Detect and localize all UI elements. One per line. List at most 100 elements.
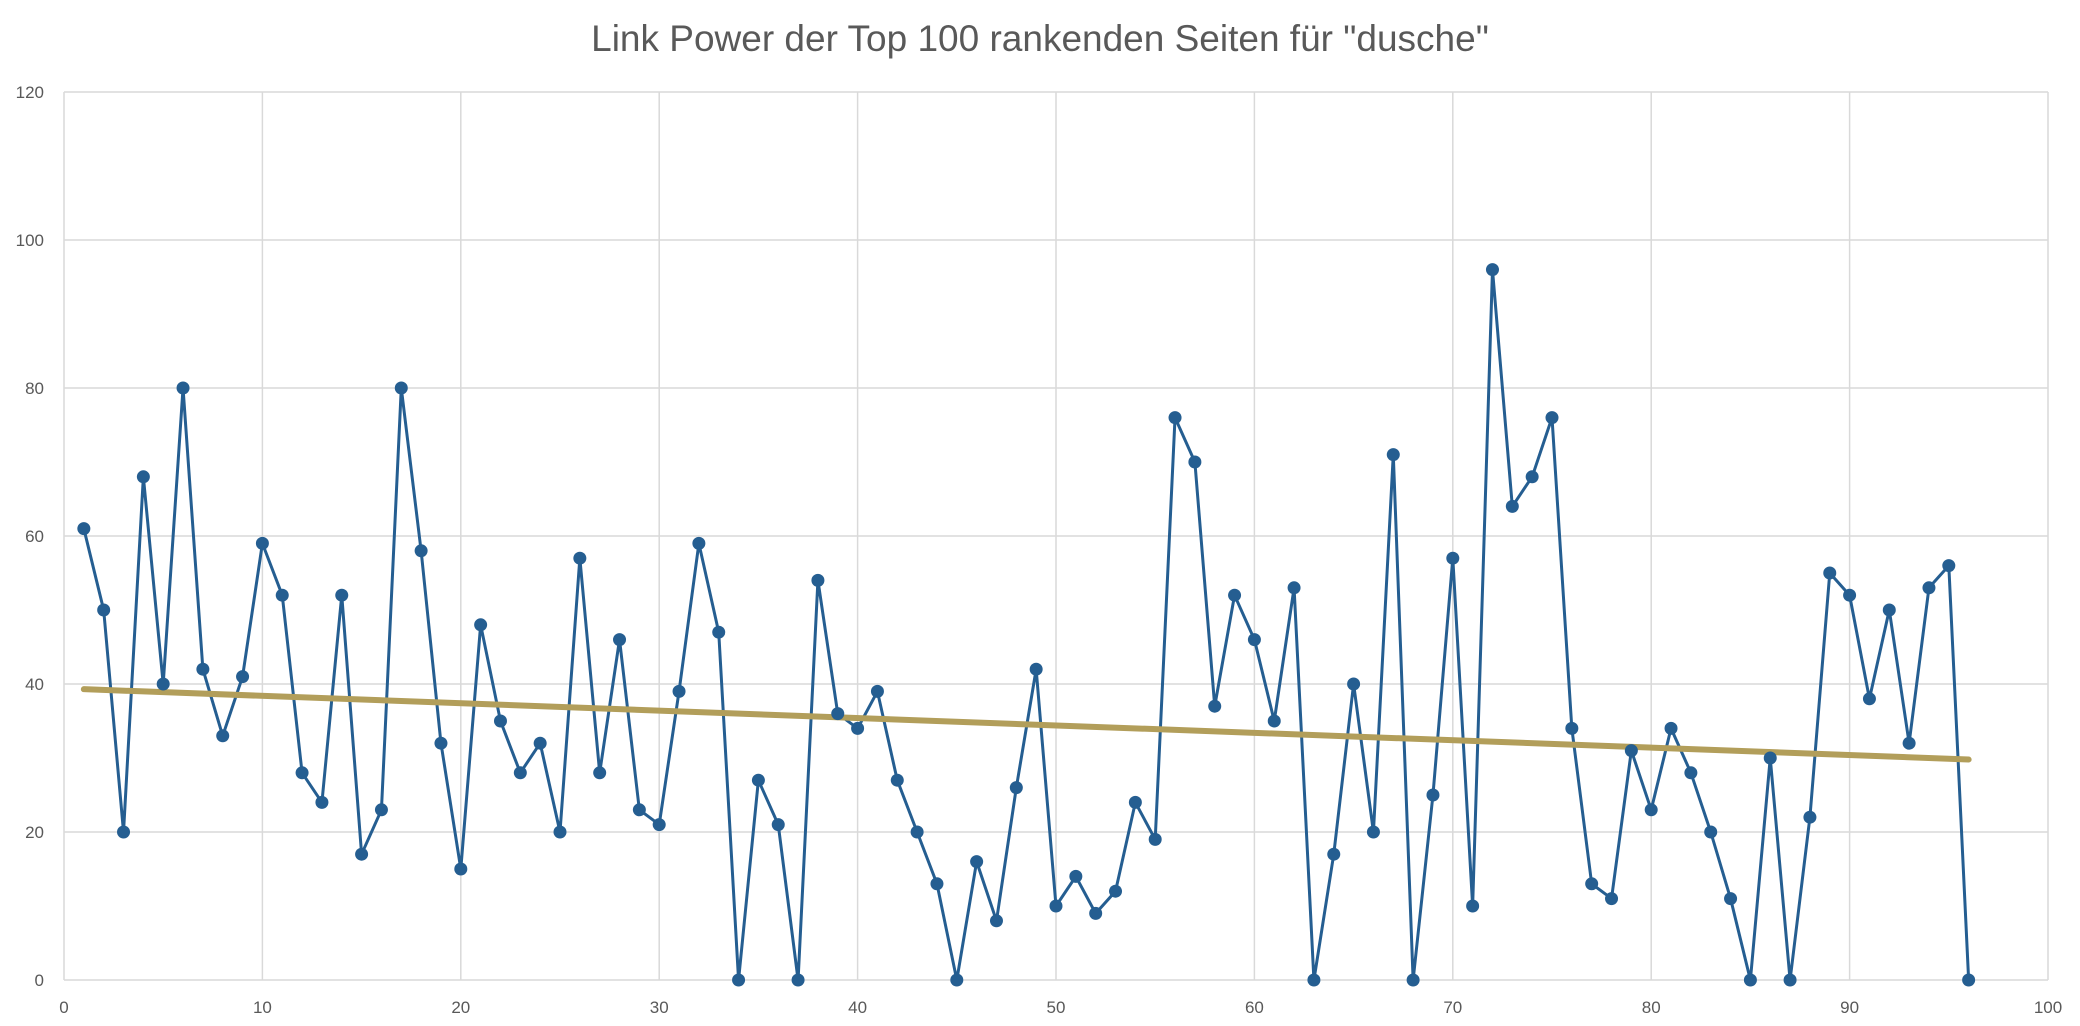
data-point [1426,788,1440,802]
data-point [652,818,666,832]
data-point [1664,721,1678,735]
data-point [771,818,785,832]
data-point [136,470,150,484]
data-point [117,825,131,839]
data-point [295,766,309,780]
data-point [1882,603,1896,617]
y-tick-label: 100 [16,231,44,250]
x-tick-label: 90 [1840,998,1859,1017]
data-point [1089,906,1103,920]
data-point [335,588,349,602]
data-point [970,855,984,869]
data-point [732,973,746,987]
x-tick-label: 60 [1245,998,1264,1017]
data-point [1803,810,1817,824]
x-tick-label: 30 [650,998,669,1017]
data-point [1942,559,1956,573]
data-point [1307,973,1321,987]
data-point [1049,899,1063,913]
trendline [80,686,1972,763]
data-point [434,736,448,750]
data-point [950,973,964,987]
data-point [1505,499,1519,513]
y-tick-label: 120 [16,83,44,102]
data-point [374,803,388,817]
data-point [890,773,904,787]
data-point [1644,803,1658,817]
data-point [1247,633,1261,647]
x-tick-label: 0 [59,998,68,1017]
data-point [1009,781,1023,795]
data-point [474,618,488,632]
data-point [1168,411,1182,425]
data-point [1724,892,1738,906]
x-tick-label: 50 [1047,998,1066,1017]
data-point [1069,869,1083,883]
data-point [751,773,765,787]
data-point [355,847,369,861]
data-point [1843,588,1857,602]
y-tick-label: 20 [25,823,44,842]
y-tick-label: 80 [25,379,44,398]
data-point [1029,662,1043,676]
data-point [1585,877,1599,891]
data-point [533,736,547,750]
data-point [1624,744,1638,758]
data-point [910,825,924,839]
x-tick-label: 70 [1443,998,1462,1017]
data-point [573,551,587,565]
data-point [236,670,250,684]
data-point [176,381,190,395]
x-tick-label: 100 [2034,998,2062,1017]
data-point [1605,892,1619,906]
series-line [82,268,1971,982]
data-point [196,662,210,676]
data-point [1188,455,1202,469]
y-tick-label: 60 [25,527,44,546]
data-point [1406,973,1420,987]
data-point [1287,581,1301,595]
data-point [97,603,111,617]
data-point [613,633,627,647]
data-point [454,862,468,876]
data-point [156,677,170,691]
x-tick-label: 10 [253,998,272,1017]
data-point [989,914,1003,928]
data-point [1109,884,1123,898]
data-point [216,729,230,743]
data-point [315,795,329,809]
data-point [791,973,805,987]
data-point [77,522,91,536]
data-point [1208,699,1222,713]
data-point [1565,721,1579,735]
data-point [1485,263,1499,277]
data-point [1743,973,1757,987]
data-point [394,381,408,395]
data-point [513,766,527,780]
data-point [1902,736,1916,750]
data-point [851,721,865,735]
data-point [1228,588,1242,602]
data-point [1862,692,1876,706]
data-point [593,766,607,780]
data-point [1347,677,1361,691]
data-point [1366,825,1380,839]
data-point [712,625,726,639]
data-point [1704,825,1718,839]
data-point [255,536,269,550]
data-point [870,684,884,698]
data-point [1386,448,1400,462]
data-point [1783,973,1797,987]
data-point [1446,551,1460,565]
x-tick-label: 80 [1642,998,1661,1017]
data-point [811,573,825,587]
y-tick-label: 0 [35,971,44,990]
x-tick-label: 40 [848,998,867,1017]
data-point [553,825,567,839]
data-point [1327,847,1341,861]
data-point [831,707,845,721]
chart-title: Link Power der Top 100 rankenden Seiten … [591,18,1489,59]
data-point [632,803,646,817]
